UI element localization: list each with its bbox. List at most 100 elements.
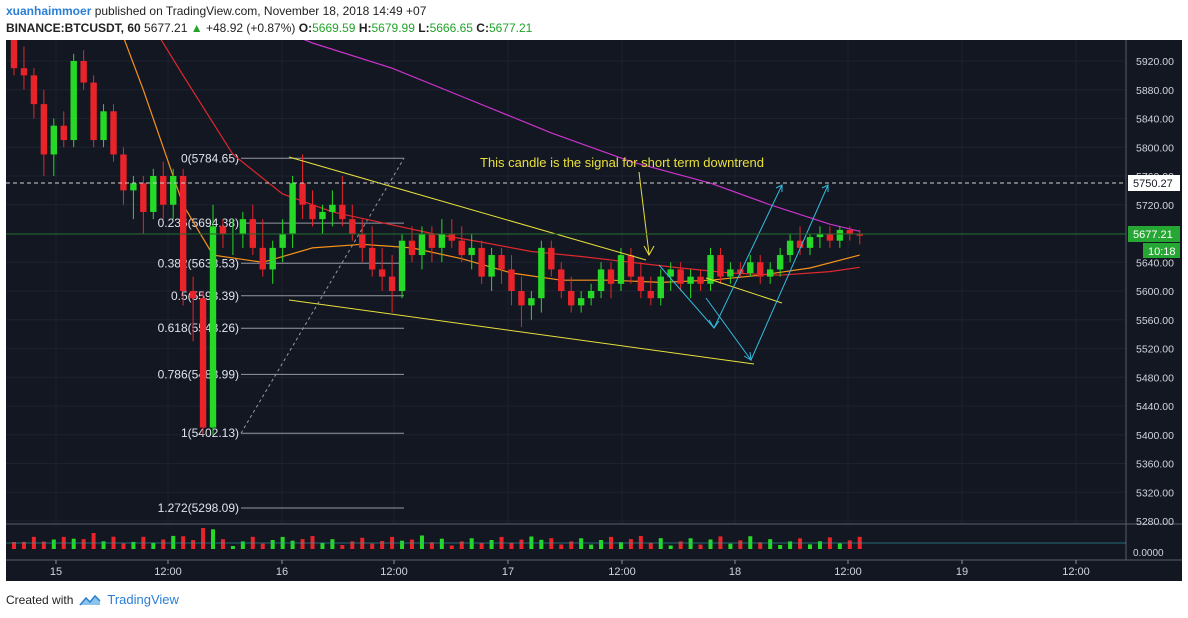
- volume-bar: [628, 539, 633, 549]
- short-trendline[interactable]: [705, 277, 783, 304]
- candle: [548, 240, 555, 277]
- high-value: 5679.99: [371, 21, 415, 35]
- candle-body: [150, 176, 157, 212]
- fibonacci-retracement[interactable]: 0(5784.65) 0.236(5694.38) 0.382(5638.53) 0.…: [158, 151, 405, 515]
- candle: [538, 240, 545, 313]
- candle: [299, 154, 306, 220]
- candle: [408, 226, 416, 263]
- candle-body: [667, 269, 674, 277]
- price-tick-label: 5720.00: [1136, 200, 1174, 212]
- volume-bar: [449, 545, 454, 549]
- fib-level-label: 1(5402.13): [181, 426, 239, 440]
- fib-level-label: 0.618(5548.26): [158, 321, 239, 335]
- volume-bars: [6, 528, 1126, 549]
- candle-body: [558, 269, 565, 291]
- candle: [40, 89, 48, 176]
- candle: [418, 226, 426, 270]
- candle: [687, 269, 694, 299]
- volume-bar: [589, 544, 594, 549]
- grid: [6, 40, 1126, 524]
- candle: [558, 262, 565, 299]
- lower-trendline[interactable]: [288, 299, 755, 365]
- candle: [697, 269, 704, 291]
- candle: [160, 161, 167, 220]
- candle-body: [767, 269, 774, 277]
- candle: [388, 255, 396, 313]
- candle: [438, 219, 446, 263]
- svg-text:5677.21: 5677.21: [1133, 229, 1173, 241]
- candle: [856, 229, 863, 245]
- candle-body: [707, 255, 714, 284]
- candle: [747, 255, 754, 277]
- candle: [468, 233, 475, 270]
- candle: [757, 255, 764, 284]
- candle: [806, 233, 814, 256]
- candle-body: [836, 229, 844, 241]
- drawings[interactable]: This candle is the signal for short term…: [288, 155, 829, 365]
- chart-panel[interactable]: 0(5784.65) 0.236(5694.38) 0.382(5638.53) 0.…: [6, 7, 1182, 581]
- candle-body: [20, 68, 28, 76]
- price-tick-label: 5920.00: [1136, 56, 1174, 68]
- candle-body: [488, 255, 495, 277]
- candle: [637, 262, 645, 299]
- published-text: published on TradingView.com, November 1…: [94, 4, 427, 18]
- volume-bar: [758, 542, 763, 549]
- volume-bar: [171, 535, 176, 549]
- author-link[interactable]: xuanhaimmoer: [6, 4, 92, 18]
- candle-body: [448, 233, 455, 241]
- fib-level-label: 0.236(5694.38): [158, 216, 239, 230]
- last-price: 5677.21: [144, 21, 188, 35]
- tradingview-logo-icon[interactable]: [79, 593, 101, 607]
- price-chart[interactable]: 0(5784.65) 0.236(5694.38) 0.382(5638.53) 0.…: [6, 7, 1182, 581]
- candle: [359, 219, 366, 263]
- candle-body: [110, 111, 117, 155]
- price-tick-label: 5400.00: [1136, 430, 1174, 442]
- upper-trendline[interactable]: [288, 156, 647, 261]
- candle-body: [10, 10, 18, 69]
- price-tick-label: 5880.00: [1136, 85, 1174, 97]
- candle-body: [617, 255, 625, 284]
- candle-body: [607, 269, 615, 284]
- price-tick-label: 5800.00: [1136, 142, 1174, 154]
- time-axis[interactable]: 15 12:00 16 12:00 17 12:00 18 12:00 19 12:00: [50, 560, 1090, 578]
- candle-body: [438, 233, 446, 248]
- arrow-head-icon: [775, 184, 783, 192]
- candle: [50, 118, 57, 176]
- volume-bar: [768, 539, 773, 549]
- candle: [120, 147, 127, 205]
- volume-bar: [429, 542, 434, 549]
- volume-bar: [211, 529, 215, 549]
- candle: [30, 68, 38, 119]
- volume-bar: [81, 539, 86, 549]
- volume-bar: [300, 539, 305, 549]
- candle: [627, 247, 635, 284]
- candle: [378, 247, 386, 291]
- candle-body: [418, 233, 426, 256]
- candle: [339, 176, 346, 227]
- price-tick-label: 5320.00: [1136, 487, 1174, 499]
- moving-average-line: [142, 10, 860, 276]
- close-label: C:: [476, 21, 489, 35]
- candle-body: [120, 154, 127, 191]
- candle-body: [189, 291, 197, 299]
- candle: [577, 291, 585, 313]
- dashed-level-tag: 5750.27: [1128, 175, 1180, 191]
- candle-body: [80, 61, 87, 83]
- candle-body: [309, 204, 316, 220]
- price-axis[interactable]: 5920.005880.005840.005800.005760.005720.…: [1136, 56, 1174, 528]
- candle-body: [279, 233, 286, 248]
- tradingview-link[interactable]: TradingView: [107, 592, 179, 607]
- candle: [259, 219, 266, 277]
- volume-bar: [489, 540, 494, 549]
- candle: [836, 226, 844, 248]
- candle-body: [90, 82, 97, 141]
- candle: [607, 262, 615, 299]
- candle-body: [637, 276, 645, 291]
- candle-body: [776, 255, 784, 270]
- arrow-head-icon: [821, 184, 829, 192]
- volume-bar: [599, 540, 604, 549]
- publish-header: xuanhaimmoer published on TradingView.co…: [6, 4, 426, 18]
- volume-bar: [808, 544, 812, 549]
- candle-body: [70, 61, 77, 141]
- candle-body: [737, 269, 744, 274]
